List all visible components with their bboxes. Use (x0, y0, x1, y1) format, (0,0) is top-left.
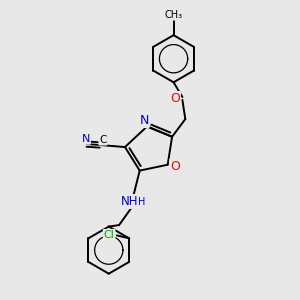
Text: CH₃: CH₃ (164, 10, 183, 20)
Text: N: N (82, 134, 90, 144)
Text: O: O (170, 92, 180, 105)
Text: Cl: Cl (104, 230, 115, 240)
Text: O: O (170, 160, 180, 173)
Text: N: N (140, 114, 149, 127)
Text: C: C (99, 135, 106, 145)
Text: H: H (138, 196, 146, 206)
Text: NH: NH (121, 195, 138, 208)
